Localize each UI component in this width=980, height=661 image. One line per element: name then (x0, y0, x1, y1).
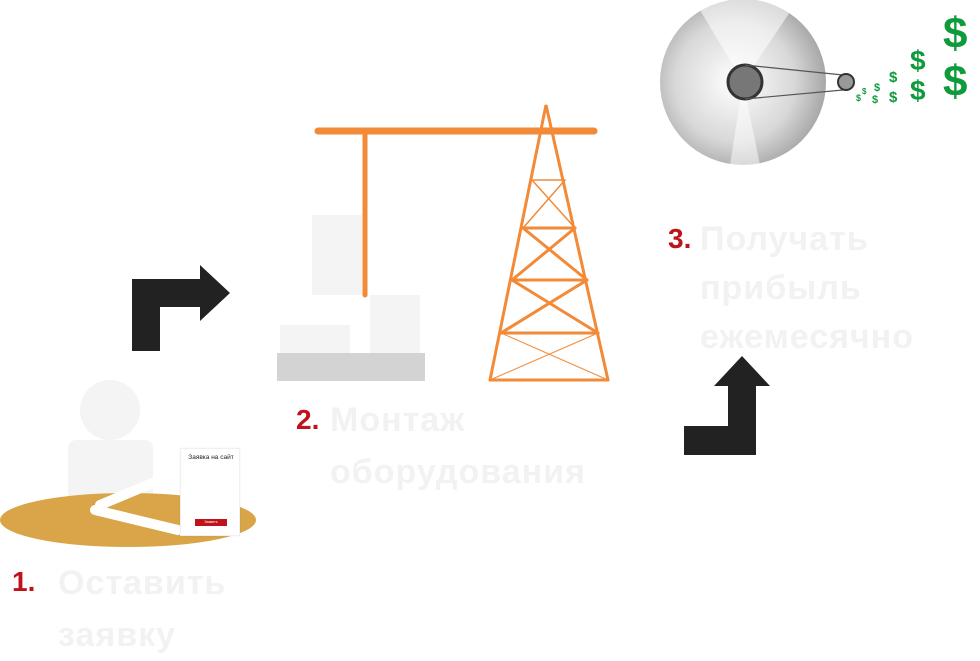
form-title: Заявка на сайт (188, 454, 234, 461)
step-2-number: 2. (296, 404, 320, 435)
dollar-sign-10: $ (943, 9, 967, 58)
step-2-text-line-2: оборудования (330, 453, 586, 491)
step-1-text-line-2: заявку (58, 616, 177, 654)
disc-icon (660, 0, 855, 167)
dollar-sign-2: $ (862, 87, 867, 96)
step-3-number: 3. (668, 223, 692, 254)
application-form-card: Заявка на сайт Заявить (180, 448, 240, 536)
dollar-sign-7: $ (910, 75, 926, 106)
step-3-text-line-1: Получать (700, 220, 869, 258)
step-2-text-line-1: Монтаж (330, 401, 466, 439)
dollar-sign-4: $ (874, 82, 880, 94)
step-3-text-line-2: прибыль (700, 269, 862, 307)
base-platform (277, 353, 425, 381)
dollar-sign-9: $ (943, 57, 967, 106)
step-1-number: 1. (12, 566, 36, 597)
crane-illustration (277, 104, 610, 382)
dollar-sign-5: $ (889, 89, 898, 106)
crane-icon (314, 104, 610, 382)
dollar-sign-8: $ (910, 45, 926, 76)
dollar-sign-3: $ (872, 94, 878, 106)
worker-silhouette (280, 215, 420, 355)
dollar-signs: $ $ $ $ $ $ $ $ $ $ (856, 9, 967, 106)
dollar-sign-6: $ (889, 69, 898, 86)
step-1-text-line-1: Оставить (58, 564, 227, 602)
arrow-up-icon (684, 356, 770, 455)
disc-money-illustration: $ $ $ $ $ $ $ $ $ $ (660, 0, 967, 167)
step-3-text-line-3: ежемесячно (700, 318, 914, 356)
dollar-sign-1: $ (856, 93, 861, 103)
arrow-right-icon (132, 265, 230, 351)
person-arm (90, 475, 183, 535)
submit-button[interactable]: Заявить (195, 519, 227, 526)
